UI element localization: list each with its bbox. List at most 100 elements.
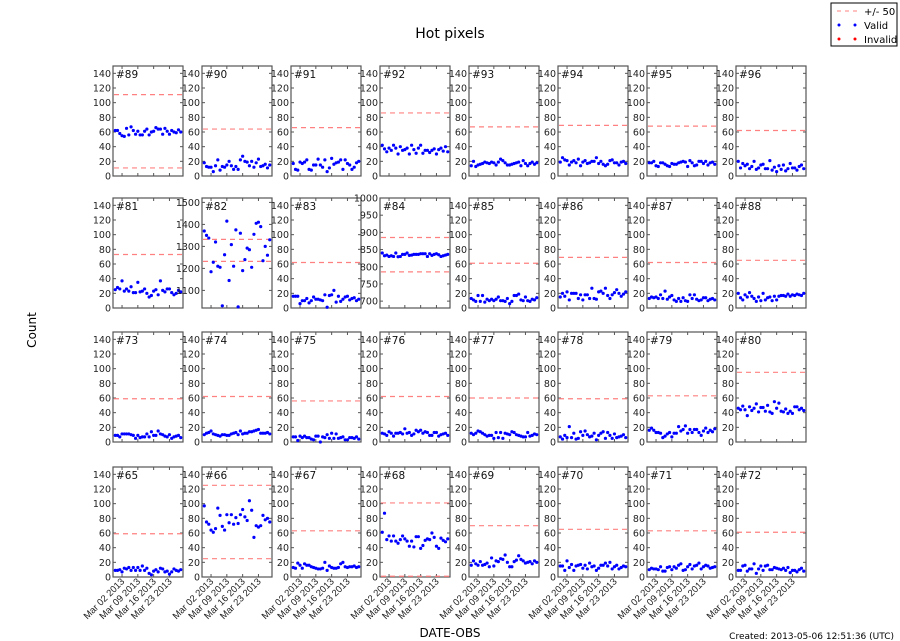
y-tick-label: 80 bbox=[188, 113, 200, 124]
data-point bbox=[588, 296, 592, 301]
data-point bbox=[563, 568, 567, 573]
data-point bbox=[677, 425, 681, 429]
y-tick-label: 100 bbox=[93, 499, 111, 510]
data-point bbox=[505, 296, 509, 301]
y-tick-label: 0 bbox=[283, 438, 289, 449]
y-tick-label: 120 bbox=[271, 485, 289, 496]
legend-invalid-label: Invalid bbox=[864, 35, 897, 46]
data-point bbox=[268, 432, 272, 436]
data-point bbox=[172, 293, 176, 297]
y-tick-label: 80 bbox=[633, 245, 645, 256]
data-point bbox=[430, 148, 434, 152]
y-tick-label: 0 bbox=[372, 573, 378, 584]
panel-label: #95 bbox=[650, 69, 672, 81]
data-point bbox=[683, 160, 687, 164]
y-tick-label: 80 bbox=[366, 113, 378, 124]
y-tick-label: 100 bbox=[271, 98, 289, 109]
y-tick-label: 80 bbox=[99, 113, 111, 124]
data-point bbox=[492, 564, 496, 568]
panel-frame bbox=[112, 65, 184, 177]
y-tick-label: 20 bbox=[455, 558, 467, 569]
data-point bbox=[667, 430, 672, 435]
y-tick-label: 140 bbox=[627, 201, 645, 212]
data-point bbox=[300, 299, 304, 303]
data-point bbox=[612, 432, 617, 436]
y-tick-label: 120 bbox=[271, 350, 289, 361]
data-point bbox=[261, 513, 265, 518]
data-point bbox=[496, 436, 500, 440]
data-point bbox=[118, 131, 122, 136]
data-point bbox=[567, 298, 571, 302]
y-tick-label: 40 bbox=[277, 142, 289, 153]
data-point bbox=[663, 434, 667, 438]
data-point bbox=[494, 430, 498, 435]
data-point bbox=[503, 553, 507, 557]
data-point bbox=[701, 296, 706, 300]
data-point bbox=[583, 429, 587, 433]
panel-label: #91 bbox=[294, 69, 316, 81]
data-point bbox=[167, 132, 172, 136]
data-point bbox=[492, 161, 496, 165]
data-point bbox=[213, 527, 218, 531]
data-point bbox=[225, 433, 229, 437]
panel-frame bbox=[468, 65, 540, 177]
data-point bbox=[674, 299, 678, 303]
data-point bbox=[343, 438, 347, 442]
data-point bbox=[323, 436, 327, 440]
panel-frame bbox=[290, 65, 362, 177]
data-point bbox=[736, 159, 740, 163]
data-point bbox=[252, 232, 256, 236]
data-point bbox=[695, 163, 699, 167]
y-tick-label: 100 bbox=[449, 364, 467, 375]
y-tick-label: 60 bbox=[277, 394, 289, 405]
y-tick-label: 40 bbox=[544, 543, 556, 554]
data-point bbox=[207, 522, 211, 526]
y-tick-label: 40 bbox=[188, 142, 200, 153]
panel-frame bbox=[379, 197, 451, 309]
data-point bbox=[478, 299, 482, 303]
data-point bbox=[606, 564, 610, 568]
data-point bbox=[781, 410, 786, 414]
y-tick-label: 60 bbox=[277, 128, 289, 139]
data-point bbox=[761, 162, 765, 166]
data-point bbox=[695, 563, 699, 567]
data-point bbox=[136, 129, 140, 133]
y-tick-label: 80 bbox=[277, 514, 289, 525]
y-tick-label: 120 bbox=[449, 216, 467, 227]
data-point bbox=[530, 562, 534, 566]
y-tick-label: 140 bbox=[271, 470, 289, 481]
data-point bbox=[578, 430, 583, 434]
data-point bbox=[713, 427, 717, 431]
data-point bbox=[238, 158, 242, 162]
data-point bbox=[777, 164, 781, 168]
data-point bbox=[766, 563, 770, 567]
data-point bbox=[795, 405, 799, 409]
data-point bbox=[209, 270, 213, 274]
data-point bbox=[156, 127, 160, 131]
data-point bbox=[578, 293, 583, 297]
y-tick-label: 140 bbox=[182, 335, 200, 346]
data-point bbox=[695, 427, 699, 432]
y-tick-label: 80 bbox=[544, 113, 556, 124]
data-point bbox=[647, 296, 651, 301]
y-tick-label: 60 bbox=[99, 529, 111, 540]
data-point bbox=[405, 146, 409, 150]
data-point bbox=[745, 414, 749, 418]
data-point bbox=[704, 296, 708, 300]
data-point bbox=[692, 427, 697, 432]
data-point bbox=[332, 288, 336, 292]
data-point bbox=[535, 161, 539, 165]
data-point bbox=[583, 159, 587, 163]
y-tick-label: 100 bbox=[360, 499, 378, 510]
data-point bbox=[133, 568, 138, 573]
y-tick-label: 140 bbox=[93, 69, 111, 80]
data-point bbox=[768, 568, 772, 572]
data-point bbox=[667, 164, 672, 169]
y-tick-label: 120 bbox=[93, 350, 111, 361]
data-point bbox=[754, 299, 758, 303]
data-point bbox=[296, 294, 300, 298]
panel-frame bbox=[468, 197, 540, 309]
y-tick-label: 60 bbox=[366, 128, 378, 139]
y-tick-label: 100 bbox=[538, 364, 556, 375]
data-point bbox=[750, 164, 754, 169]
